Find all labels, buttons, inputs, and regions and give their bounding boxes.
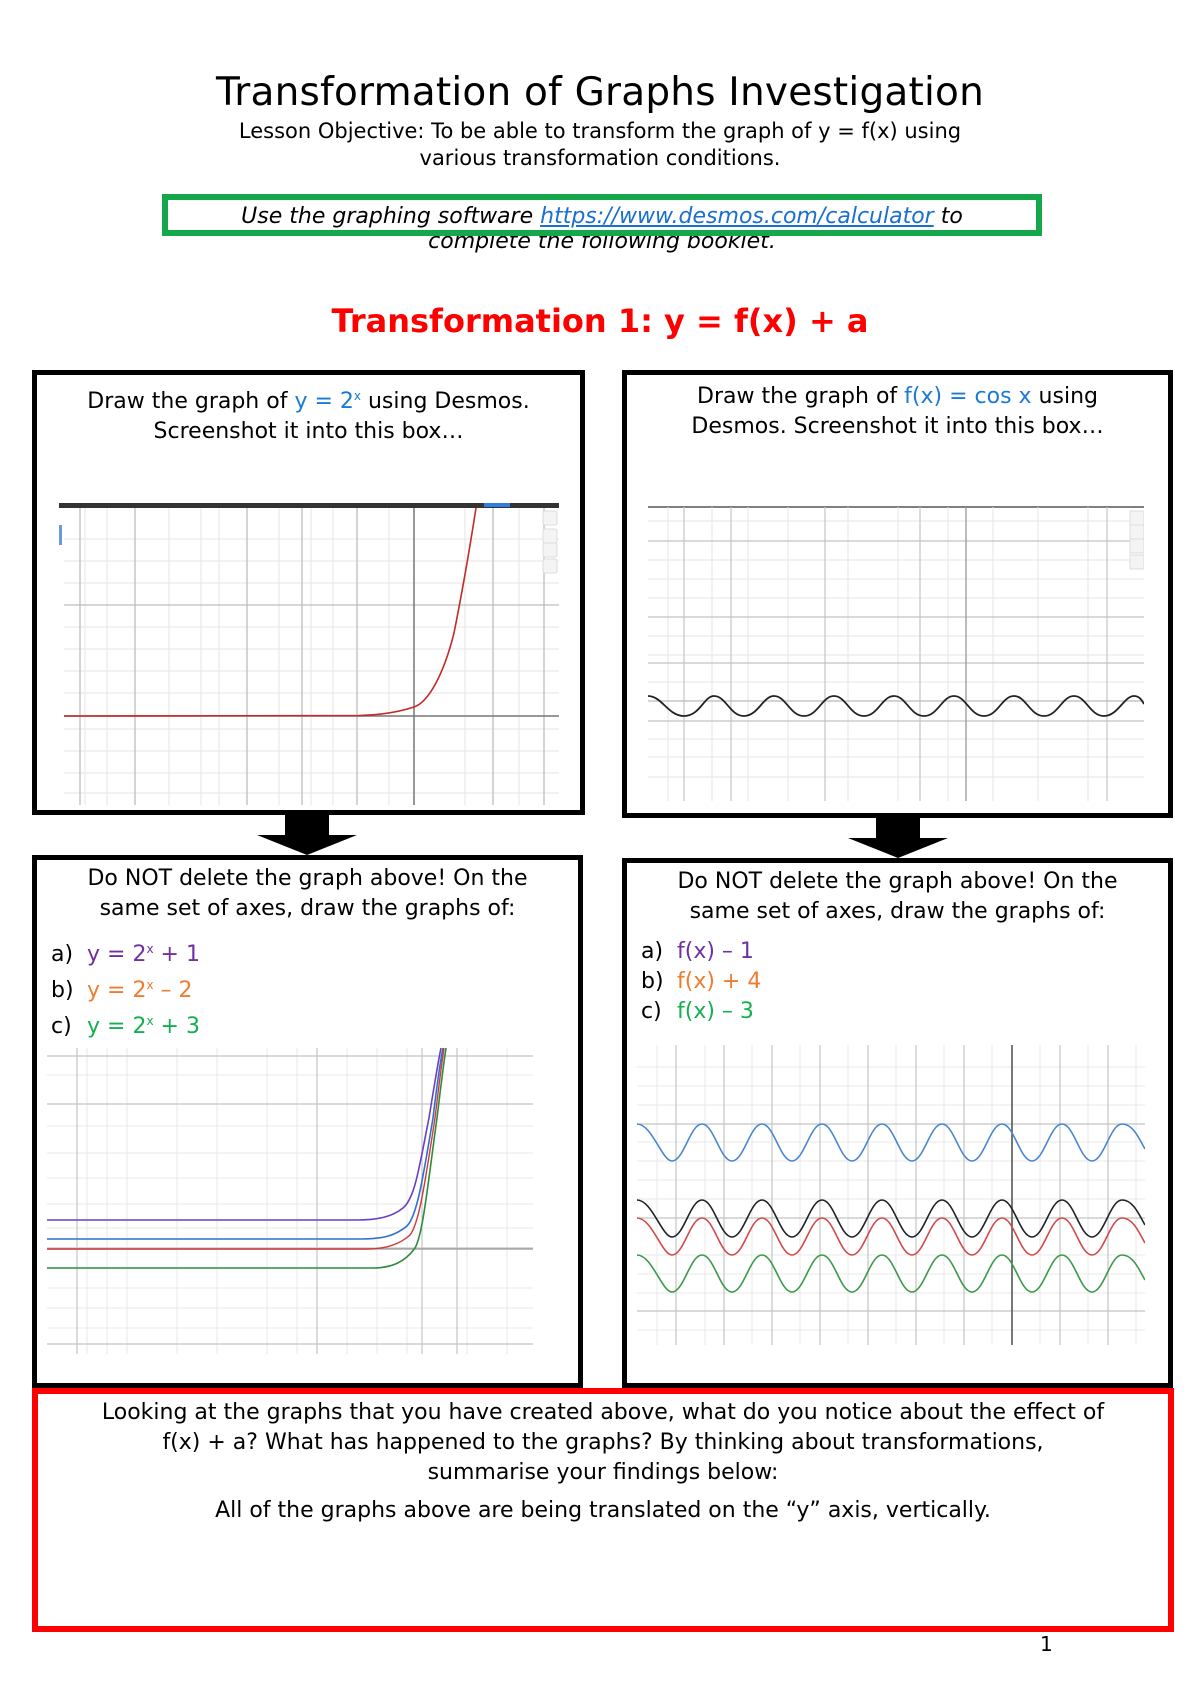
list-item: a) f(x) – 1 [641,939,754,964]
exp-transform-box: Do NOT delete the graph above! On the sa… [32,855,583,1388]
list-item: a) y = 2x + 1 [51,942,200,967]
down-arrow-icon [848,818,948,858]
exp-graph-screenshot [59,503,559,805]
instruction-line-2: complete the following booklet. [428,236,776,254]
exp-graph-prompt: Draw the graph of y = 2x using Desmos. S… [87,389,530,444]
page-title: Transformation of Graphs Investigation [215,70,985,115]
desmos-link[interactable]: https://www.desmos.com/calculator [540,204,934,229]
cos-transform-box: Do NOT delete the graph above! On the sa… [622,858,1173,1388]
exp-graph-box: Draw the graph of y = 2x using Desmos. S… [32,370,585,815]
lesson-objective: Lesson Objective: To be able to transfor… [170,118,1030,172]
objective-line-2: various transformation conditions. [419,146,781,170]
transform-list: a) f(x) – 1 b) f(x) + 4 c) f(x) – 3 [641,937,1168,1027]
cos-graph-box: Draw the graph of f(x) = cos x using Des… [622,370,1173,818]
transform-instruction-line-2: same set of axes, draw the graphs of: [99,896,516,921]
instruction-box [162,194,1042,236]
cos-transform-screenshot [637,1045,1145,1345]
page-number: 1 [1040,1632,1053,1656]
exp-transform-screenshot [47,1048,533,1354]
list-item: c) f(x) – 3 [641,999,754,1024]
transform-list: a) y = 2x + 1 b) y = 2x – 2 c) y = 2x + 3 [51,934,578,1042]
transform-instruction-line-2: same set of axes, draw the graphs of: [689,899,1106,924]
summary-question: Looking at the graphs that you have crea… [101,1400,1105,1485]
list-item: c) y = 2x + 3 [51,1014,200,1039]
summary-box [32,1388,1174,1632]
instruction-line-1: Use the graphing software https://www.de… [241,204,963,229]
summary-answer[interactable]: All of the graphs above are being transl… [215,1498,991,1523]
objective-line-1: Lesson Objective: To be able to transfor… [238,119,962,143]
desmos-toolbar [542,510,558,574]
section-heading: Transformation 1: y = f(x) + a [331,302,869,340]
transform-instruction-line-1: Do NOT delete the graph above! On the [677,869,1118,894]
transform-instruction-line-1: Do NOT delete the graph above! On the [87,866,528,891]
list-item: b) f(x) + 4 [641,969,762,994]
cos-graph-prompt: Draw the graph of f(x) = cos x using Des… [691,384,1104,439]
list-item: b) y = 2x – 2 [51,978,193,1003]
cos-graph-screenshot [648,501,1144,801]
down-arrow-icon [257,815,357,855]
